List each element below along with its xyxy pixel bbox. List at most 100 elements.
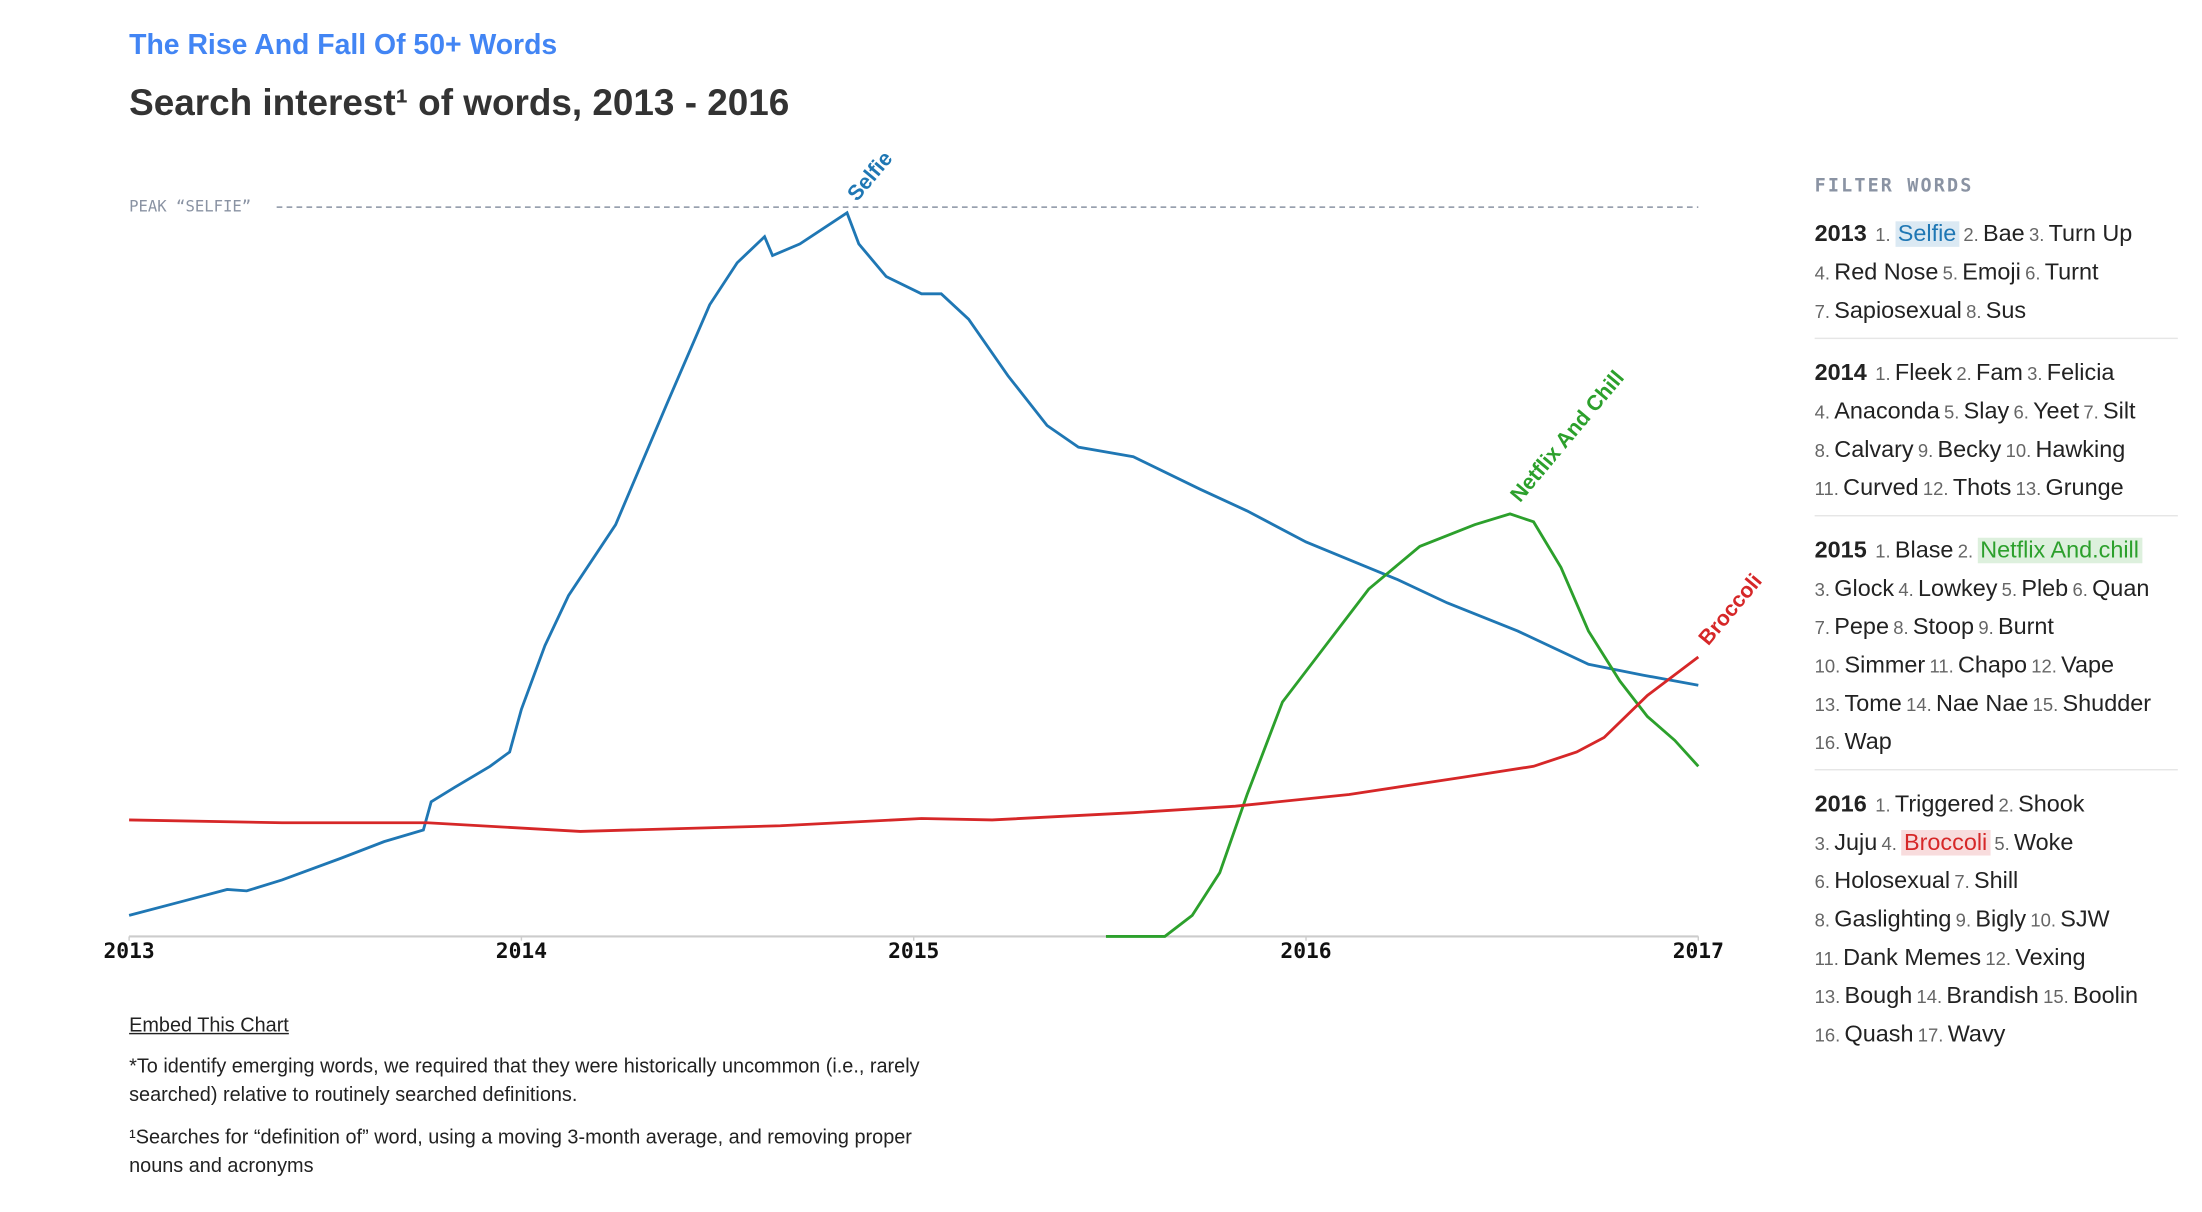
word[interactable]: Lowkey [1918,576,1998,602]
word[interactable]: Hawking [2035,436,2126,463]
word[interactable]: Grunge [2045,475,2124,501]
word[interactable]: Quash [1844,1021,1914,1048]
word-number: 3. [1814,578,1831,601]
word-line: 16. Wap [1815,724,2178,762]
word-number: 6. [1814,871,1831,893]
word[interactable]: Broccoli [1901,829,1991,856]
footnote: *To identify emerging words, we required… [129,1054,920,1106]
kicker: The Rise And Fall Of 50+ Words [129,29,558,62]
word[interactable]: Boolin [2072,983,2139,1009]
word[interactable]: Selfie [1894,221,1960,247]
word[interactable]: Fam [1976,360,2023,386]
word-number: 6. [2013,401,2029,423]
word[interactable]: Brandish [1946,983,2039,1009]
filter-group: 2016 1. Triggered 2. Shook 3. Juju 4. Broccoli 5.… [1815,786,2178,1061]
word-number: 15. [2032,693,2059,716]
word[interactable]: Silt [2103,398,2136,425]
word[interactable]: Slay [1963,398,2010,425]
word[interactable]: Pepe [1834,614,1889,640]
word-line: 2015 1. Blase 2. Netflix And.chill [1815,532,2178,570]
embed-link[interactable]: Embed This Chart [129,1013,289,1036]
x-tick-label: 2017 [1673,939,1724,964]
word[interactable]: Quan [2092,576,2150,602]
word-line: 16. Quash 17. Wavy [1815,1016,2178,1054]
word-number: 5. [2001,578,2018,601]
word[interactable]: Emoji [1962,259,2021,286]
word[interactable]: Pleb [2021,576,2069,602]
word[interactable]: Simmer [1844,652,1926,679]
word[interactable]: Netflix And.chill [1977,537,2142,564]
word-number: 10. [1814,655,1841,677]
word-number: 8. [1966,300,1982,323]
word[interactable]: Chapo [1957,652,2027,679]
word-number: 8. [1893,617,1909,639]
word[interactable]: Bae [1983,221,2025,247]
word[interactable]: Vexing [2015,944,2086,971]
word[interactable]: Gaslighting [1834,906,1952,933]
word-number: 13. [1814,986,1841,1008]
word[interactable]: Turnt [2044,259,2099,286]
word[interactable]: Thots [1952,475,2012,501]
word[interactable]: Becky [1937,436,2002,463]
word[interactable]: Triggered [1894,791,1995,818]
word[interactable]: Fleek [1894,360,1953,386]
word-number: 9. [1978,617,1994,639]
word[interactable]: Shudder [2062,690,2152,717]
word[interactable]: Shill [1974,868,2019,894]
x-tick-label: 2014 [496,939,547,964]
word[interactable]: Yeet [2033,398,2080,425]
word[interactable]: Stoop [1912,614,1975,640]
word[interactable]: Curved [1843,475,1919,501]
word[interactable]: Sus [1985,297,2027,324]
word-number: 2. [1998,794,2014,816]
word[interactable]: Wavy [1947,1021,2006,1048]
word[interactable]: Blase [1894,537,1954,564]
word-number: 2. [1963,224,1979,246]
word-line: 8. Calvary 9. Becky 10. Hawking [1815,431,2178,469]
word-line: 11. Curved 12. Thots 13. Grunge [1815,470,2178,508]
year[interactable]: 2013 [1814,221,1867,247]
word[interactable]: Shook [2018,791,2085,818]
word[interactable]: Bigly [1975,906,2027,933]
word[interactable]: Wap [1844,729,1892,755]
x-tick-label: 2015 [888,939,939,964]
word-number: 16. [1814,1024,1841,1046]
word[interactable]: Calvary [1834,436,1914,463]
word-number: 11. [1814,478,1839,500]
word-line: 3. Juju 4. Broccoli 5. Woke [1815,824,2178,862]
word[interactable]: Juju [1834,829,1878,856]
word-number: 8. [1814,439,1831,462]
word-number: 1. [1875,363,1891,385]
word-number: 1. [1875,224,1891,246]
series-line [128,210,1699,917]
word[interactable]: Nae Nae [1935,690,2029,717]
word-line: 13. Tome 14. Nae Nae 15. Shudder [1815,685,2178,723]
word[interactable]: Woke [2013,829,2074,856]
word[interactable]: Bough [1844,983,1913,1009]
word[interactable]: Felicia [2046,360,2115,386]
filter-panel: FILTER WORDS 2013 1. Selfie 2. Bae 3. Turn Up 4… [1814,176,2178,1077]
year[interactable]: 2016 [1814,791,1867,818]
word[interactable]: Anaconda [1834,398,1940,425]
word[interactable]: Red Nose [1834,259,1939,286]
word[interactable]: Holosexual [1834,868,1951,894]
series-label: Broccoli [1694,569,1767,650]
word[interactable]: Dank Memes [1843,944,1982,971]
word[interactable]: Vape [2061,652,2115,679]
word[interactable]: Turn Up [2048,221,2133,247]
word-line: 2016 1. Triggered 2. Shook [1815,786,2178,824]
year[interactable]: 2015 [1814,537,1867,564]
word[interactable]: Sapiosexual [1834,297,1962,324]
reference-label: PEAK “SELFIE” [129,198,251,216]
word-number: 9. [1955,909,1972,931]
footer: Embed This Chart *To identify emerging w… [129,1010,924,1193]
word-number: 12. [1922,478,1949,500]
word[interactable]: SJW [2060,906,2110,933]
word[interactable]: Burnt [1997,614,2054,640]
word[interactable]: Glock [1834,576,1895,602]
footnote: ¹Searches for “definition of” word, usin… [129,1125,912,1177]
word-line: 2013 1. Selfie 2. Bae 3. Turn Up [1815,216,2178,254]
word[interactable]: Tome [1844,690,1902,717]
year[interactable]: 2014 [1814,360,1867,386]
